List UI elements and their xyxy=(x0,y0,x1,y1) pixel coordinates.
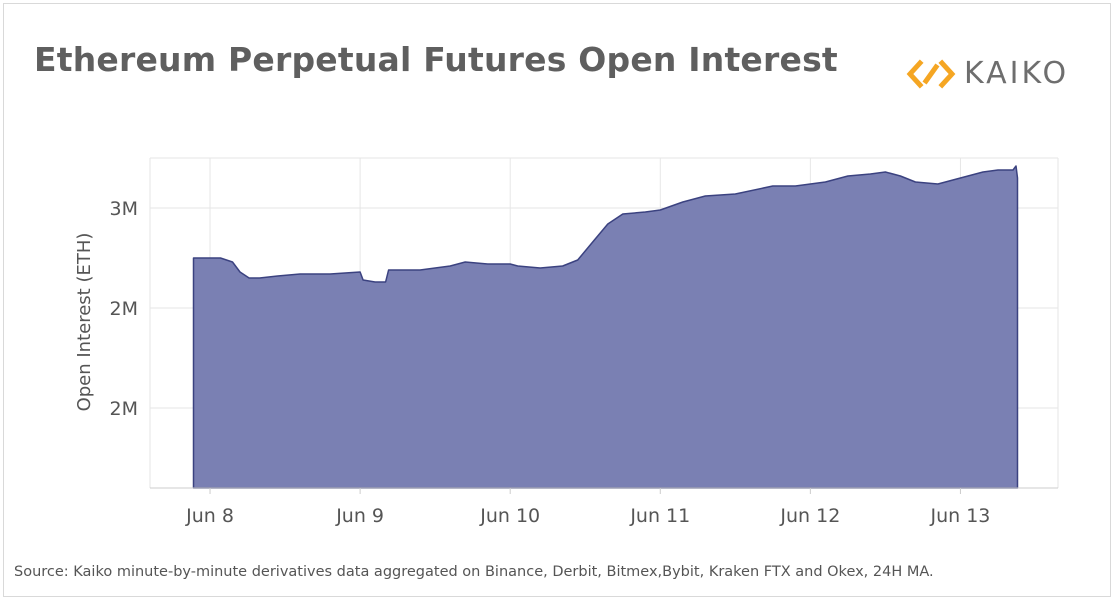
x-tick-label: Jun 8 xyxy=(185,505,234,527)
kaiko-logo-icon xyxy=(906,58,956,89)
x-tick-label: Jun 10 xyxy=(479,505,540,527)
open-interest-area-chart: 2M 2M 3M Jun 8 Jun 9 Jun 10 Jun 11 Jun 12 Jun 1… xyxy=(74,157,1059,527)
kaiko-logo: KAIKO xyxy=(906,56,1069,91)
x-tick-label: Jun 11 xyxy=(629,505,690,527)
kaiko-logo-text: KAIKO xyxy=(964,56,1070,91)
y-tick-label: 2M xyxy=(110,398,138,420)
y-tick-label: 2M xyxy=(110,298,138,320)
x-tick-label: Jun 9 xyxy=(335,505,384,527)
y-tick-labels: 2M 2M 3M xyxy=(110,198,138,420)
chart-title: Ethereum Perpetual Futures Open Interest xyxy=(34,40,838,79)
y-tick-label: 3M xyxy=(110,198,138,220)
open-interest-area xyxy=(192,165,1019,489)
x-tick-labels: Jun 8 Jun 9 Jun 10 Jun 11 Jun 12 Jun 13 xyxy=(185,505,990,527)
source-note: Source: Kaiko minute-by-minute derivativ… xyxy=(14,564,934,580)
x-tick-label: Jun 13 xyxy=(929,505,990,527)
axes xyxy=(150,487,1058,494)
x-tick-label: Jun 12 xyxy=(779,505,840,527)
y-axis-label: Open Interest (ETH) xyxy=(74,233,95,412)
